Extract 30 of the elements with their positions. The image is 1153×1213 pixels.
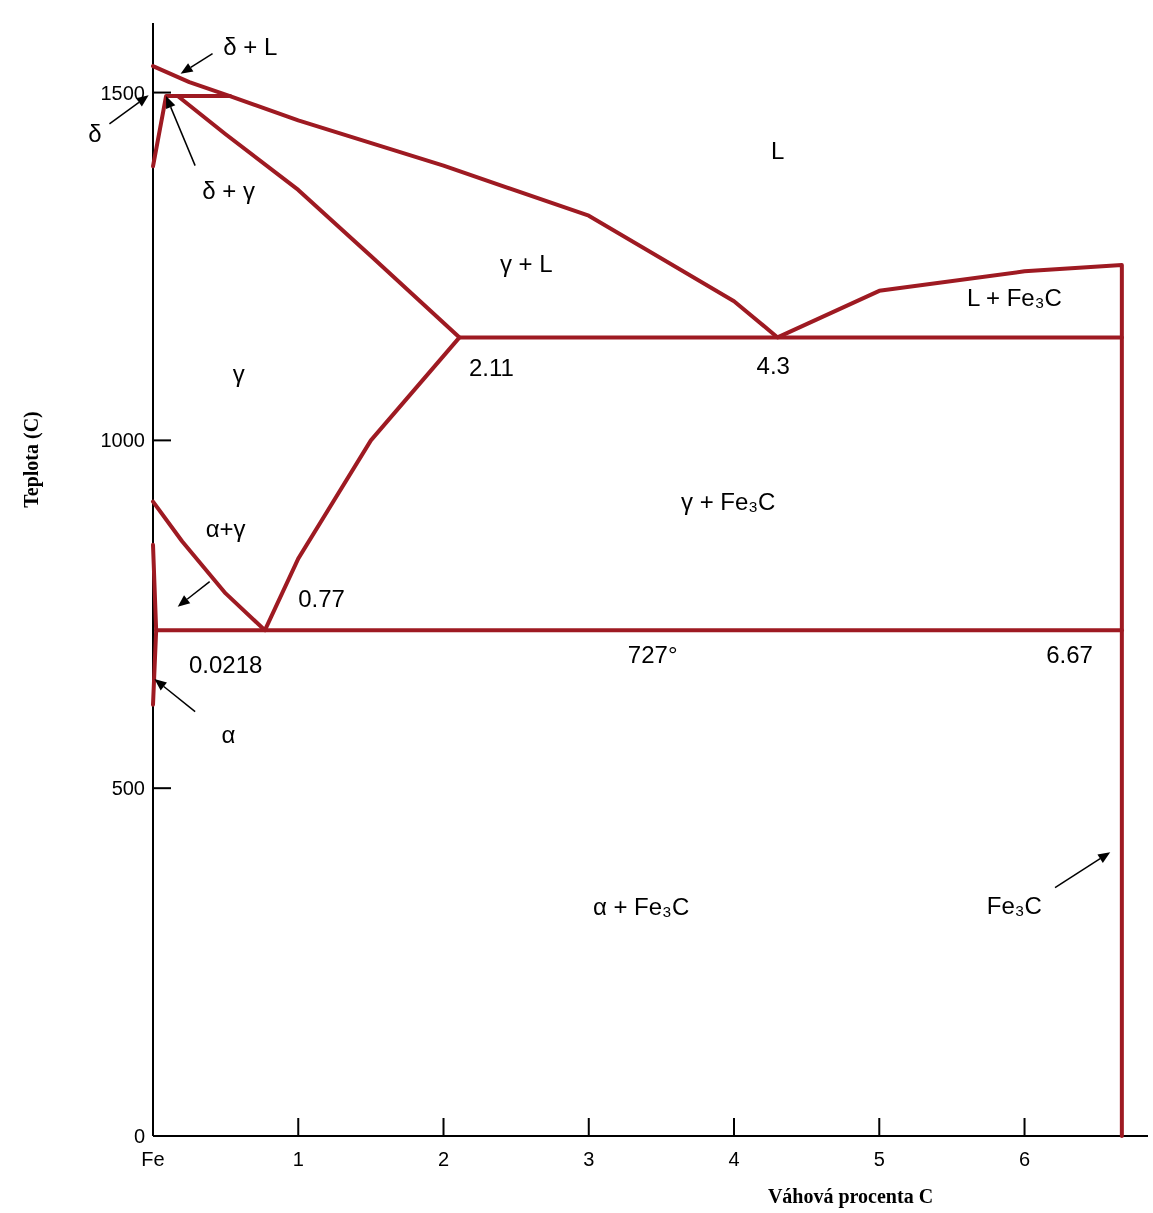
- annotation: γ + L: [499, 249, 553, 277]
- x-axis-title: Váhová procenta C: [767, 1185, 934, 1208]
- x-tick-label: 2: [437, 1148, 450, 1170]
- annotation: 727°: [627, 640, 678, 668]
- x-tick-label: 1: [292, 1148, 304, 1170]
- annotation: γ: [232, 360, 245, 388]
- annotation: L: [770, 136, 785, 164]
- annotation: α+γ: [205, 514, 246, 542]
- annotation: δ + γ: [202, 176, 255, 204]
- y-tick-label: 500: [111, 777, 145, 800]
- annotation: L + Fe₃C: [966, 283, 1062, 311]
- annotation: 0.0218: [188, 651, 263, 679]
- annotation: 6.67: [1046, 640, 1093, 668]
- annotation: δ + L: [223, 33, 278, 61]
- annotation: 4.3: [756, 351, 790, 379]
- annotation: 2.11: [468, 354, 514, 382]
- x-tick-label: 3: [583, 1148, 595, 1170]
- annotation: 0.77: [298, 584, 345, 612]
- y-tick-label: 1000: [100, 429, 145, 452]
- annotation: α + Fe₃C: [592, 893, 690, 921]
- y-axis-title: Teplota (C): [20, 411, 43, 508]
- y-tick-label: 0: [133, 1125, 145, 1147]
- annotation: γ + Fe₃C: [680, 487, 776, 515]
- x-tick-label: Fe: [141, 1148, 165, 1170]
- x-tick-label: 6: [1018, 1148, 1031, 1170]
- annotation: α: [221, 721, 236, 749]
- annotation: Fe₃C: [986, 891, 1042, 919]
- x-tick-label: 4: [728, 1148, 740, 1170]
- x-tick-label: 5: [873, 1148, 885, 1170]
- text: δ: [88, 120, 102, 148]
